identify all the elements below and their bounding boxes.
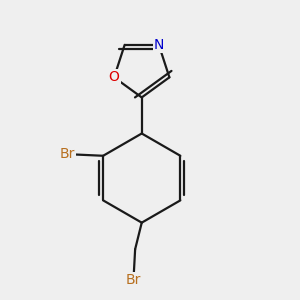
Text: Br: Br xyxy=(59,147,75,161)
Text: O: O xyxy=(109,70,119,84)
Text: Br: Br xyxy=(126,273,141,286)
Text: N: N xyxy=(154,38,164,52)
